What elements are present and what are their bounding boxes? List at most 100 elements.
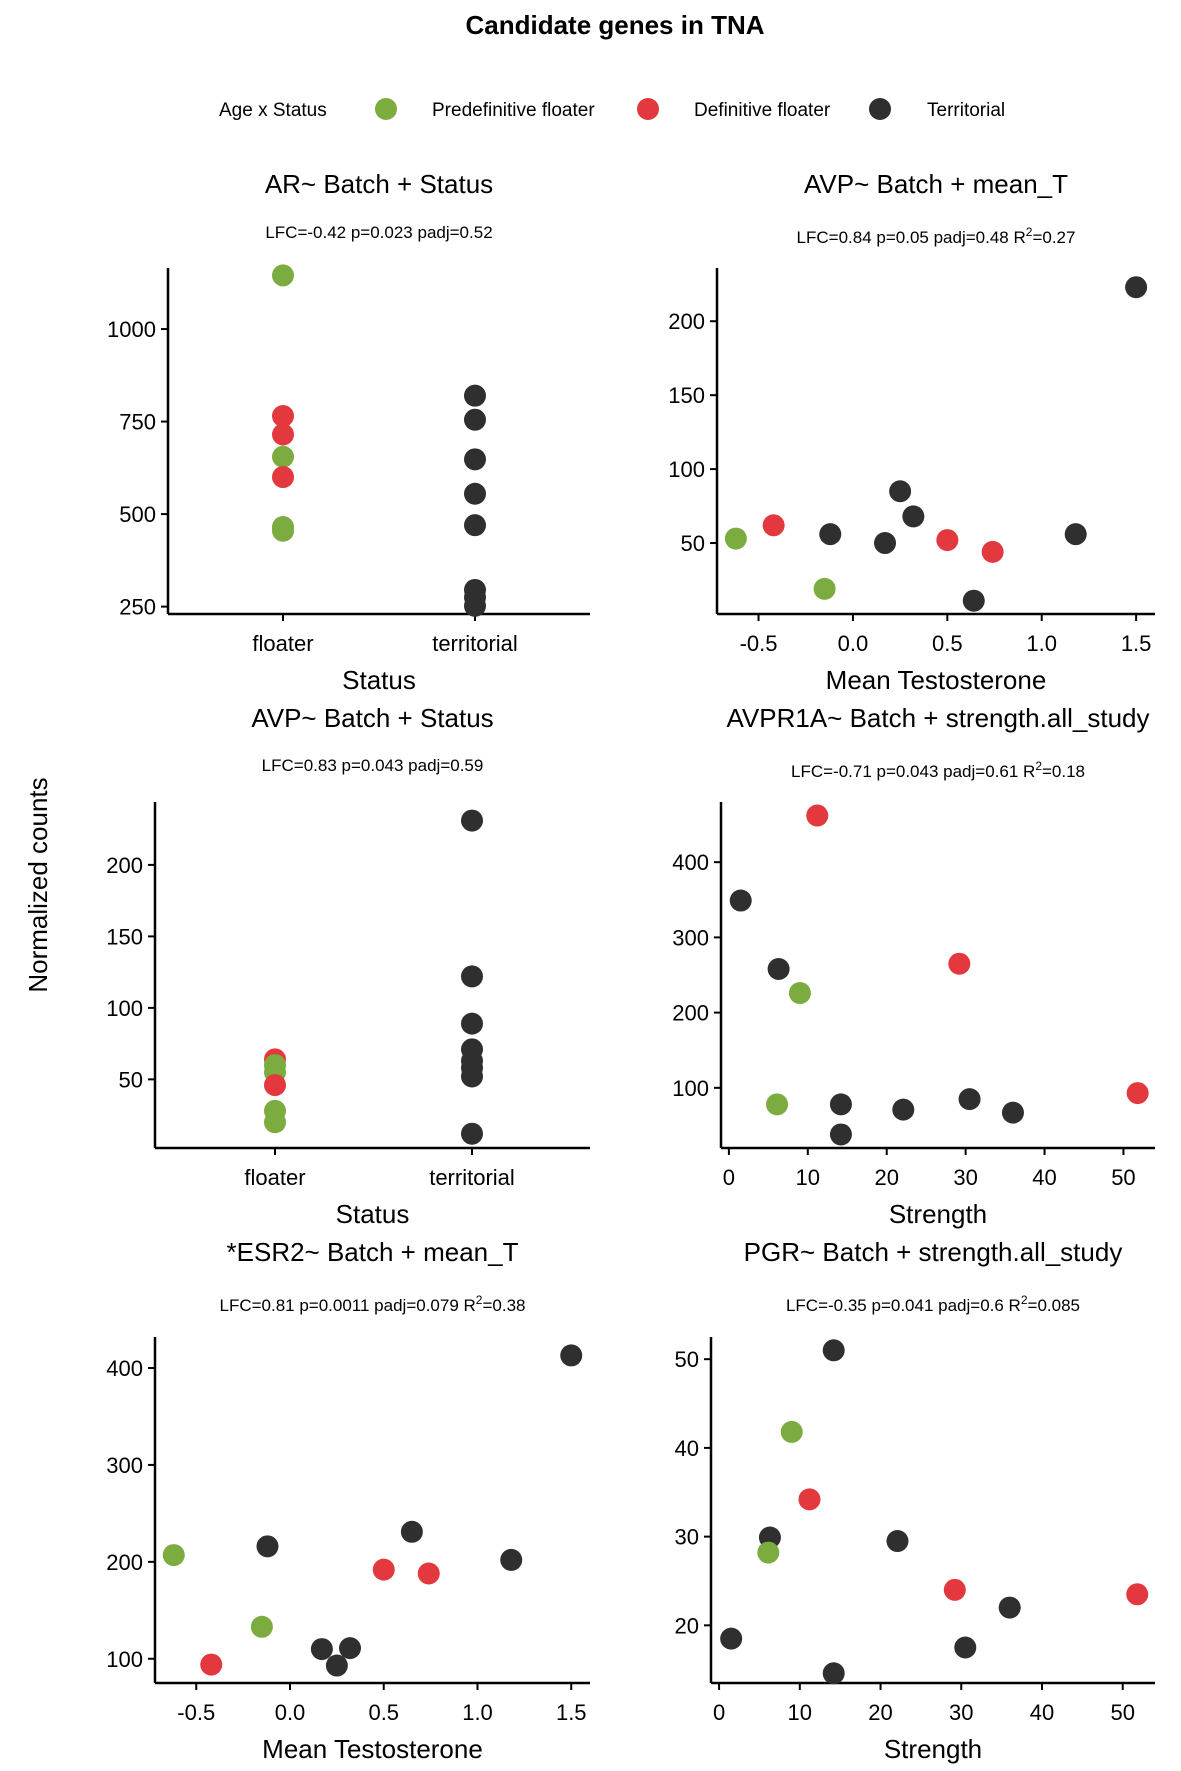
chart-panel-3: AVP~ Batch + Status LFC=0.83 p=0.043 padj… [106,703,590,1229]
x-tick-label: 10 [796,1165,820,1190]
data-point [948,952,971,975]
y-tick-label: 50 [681,531,705,556]
panel-title: PGR~ Batch + strength.all_study [744,1237,1123,1267]
data-point [1126,1082,1149,1105]
data-point [461,1012,483,1035]
y-tick-label: 150 [668,383,705,408]
data-point [339,1637,361,1660]
panel-subtitle: LFC=-0.42 p=0.023 padj=0.52 [265,223,492,242]
data-point [729,889,752,912]
x-tick-label: 0 [723,1165,735,1190]
data-point [1064,523,1087,546]
y-tick-label: 100 [672,1076,709,1101]
x-axis-label: Strength [884,1734,982,1764]
data-point [272,423,294,446]
x-tick-label: floater [244,1165,305,1190]
data-point [829,1093,852,1116]
data-point [325,1654,348,1677]
data-point [757,1541,780,1564]
data-point [464,384,486,407]
chart-panel-5: *ESR2~ Batch + mean_T LFC=0.81 p=0.0011 p… [106,1237,590,1764]
panel-title: *ESR2~ Batch + mean_T [227,1237,519,1267]
x-tick-label: 0.0 [275,1700,306,1725]
data-point [372,1558,395,1581]
legend-label-territorial: Territorial [927,100,1005,121]
data-point [272,405,294,428]
y-tick-label: 200 [668,309,705,334]
panel-title: AR~ Batch + Status [265,169,493,199]
data-point [892,1098,915,1121]
data-point [943,1578,966,1601]
data-point [162,1544,185,1567]
data-point [998,1596,1021,1619]
y-tick-label: 750 [119,410,156,435]
x-tick-label: 20 [874,1165,898,1190]
data-point [886,1530,909,1553]
data-point [464,514,486,537]
y-tick-label: 20 [675,1613,699,1638]
y-tick-label: 400 [672,850,709,875]
x-tick-label: 40 [1032,1165,1056,1190]
data-point [981,540,1004,563]
data-point [461,1065,483,1088]
y-tick-label: 300 [672,925,709,950]
data-point [889,480,912,503]
figure-title: Candidate genes in TNA [465,10,764,40]
data-point [762,514,785,537]
panel-subtitle: LFC=0.81 p=0.0011 padj=0.079 R2=0.38 [219,1293,525,1315]
panel-title: AVPR1A~ Batch + strength.all_study [727,703,1150,733]
data-point [272,445,294,468]
y-tick-label: 40 [675,1436,699,1461]
x-tick-label: 1.0 [1026,631,1057,656]
data-point [272,466,294,489]
data-point [1001,1101,1024,1124]
y-tick-label: 200 [106,1550,143,1575]
legend-marker-predefinitive [375,98,397,120]
data-point [464,594,486,617]
data-point [958,1088,981,1111]
x-tick-label: 1.5 [556,1700,587,1725]
data-point [256,1535,279,1558]
data-point [822,1339,845,1362]
x-tick-label: 0 [713,1700,725,1725]
data-point [310,1638,333,1661]
y-tick-label: 100 [668,457,705,482]
x-tick-label: territorial [429,1165,515,1190]
data-point [464,408,486,431]
y-tick-label: 400 [106,1356,143,1381]
x-tick-label: 0.5 [368,1700,399,1725]
legend-label-definitive: Definitive floater [694,100,831,121]
y-tick-label: 300 [106,1453,143,1478]
legend-label-predefinitive: Predefinitive floater [432,100,595,121]
legend-marker-definitive [637,98,659,120]
legend: Age x Status Predefinitive floater Defin… [219,98,1005,121]
data-point [400,1520,423,1543]
data-point [264,1111,286,1134]
x-tick-label: 1.0 [462,1700,493,1725]
panel-subtitle: LFC=-0.71 p=0.043 padj=0.61 R2=0.18 [791,759,1085,781]
x-tick-label: -0.5 [740,631,778,656]
legend-item-definitive: Definitive floater [637,98,831,121]
data-point [1126,1583,1149,1606]
y-tick-label: 500 [119,502,156,527]
data-point [200,1653,223,1676]
legend-marker-territorial [869,98,891,120]
data-point [962,589,985,612]
data-point [464,482,486,505]
data-point [954,1636,977,1659]
data-point [813,577,836,600]
data-point [902,505,925,528]
x-tick-label: floater [252,631,313,656]
data-point [720,1627,743,1650]
data-point [806,804,829,827]
y-tick-label: 50 [675,1347,699,1372]
x-tick-label: 10 [788,1700,812,1725]
panel-title: AVP~ Batch + mean_T [804,169,1068,199]
panel-subtitle: LFC=-0.35 p=0.041 padj=0.6 R2=0.085 [786,1293,1080,1315]
y-tick-label: 100 [106,1647,143,1672]
data-point [724,527,747,550]
x-tick-label: 1.5 [1121,631,1152,656]
x-axis-label: Status [342,665,416,695]
x-tick-label: 20 [868,1700,892,1725]
y-tick-label: 200 [106,853,143,878]
